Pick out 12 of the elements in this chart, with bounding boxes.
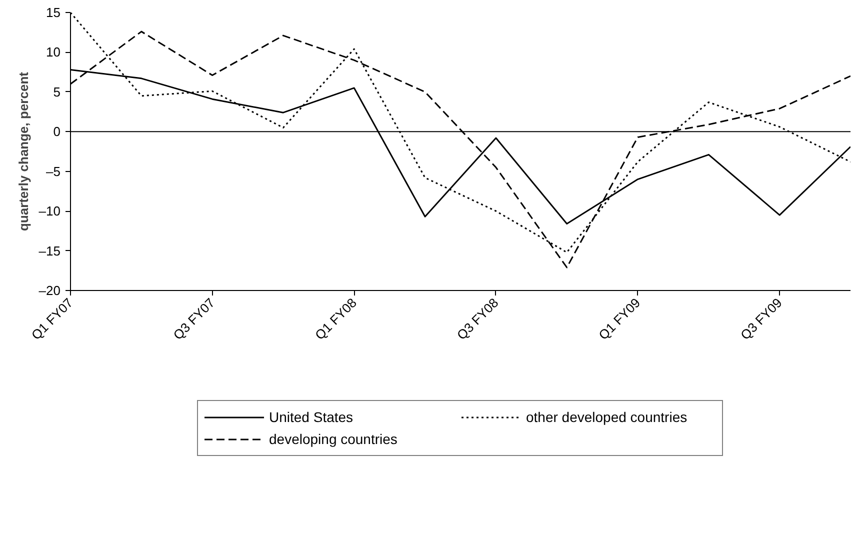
y-tick-label: –5 <box>46 164 61 179</box>
y-axis-title: quarterly change, percent <box>16 71 31 231</box>
y-tick-label: –10 <box>38 204 61 219</box>
y-tick-label: 0 <box>53 124 61 140</box>
legend-label: other developed countries <box>526 408 688 427</box>
y-tick-label: 15 <box>46 5 61 20</box>
legend-label: developing countries <box>269 430 398 449</box>
y-tick-label: –15 <box>38 243 61 258</box>
y-tick-label: 5 <box>53 84 61 100</box>
y-tick-label: 10 <box>46 44 61 60</box>
y-tick-label: –20 <box>38 283 61 298</box>
legend-label: United States <box>269 408 354 427</box>
